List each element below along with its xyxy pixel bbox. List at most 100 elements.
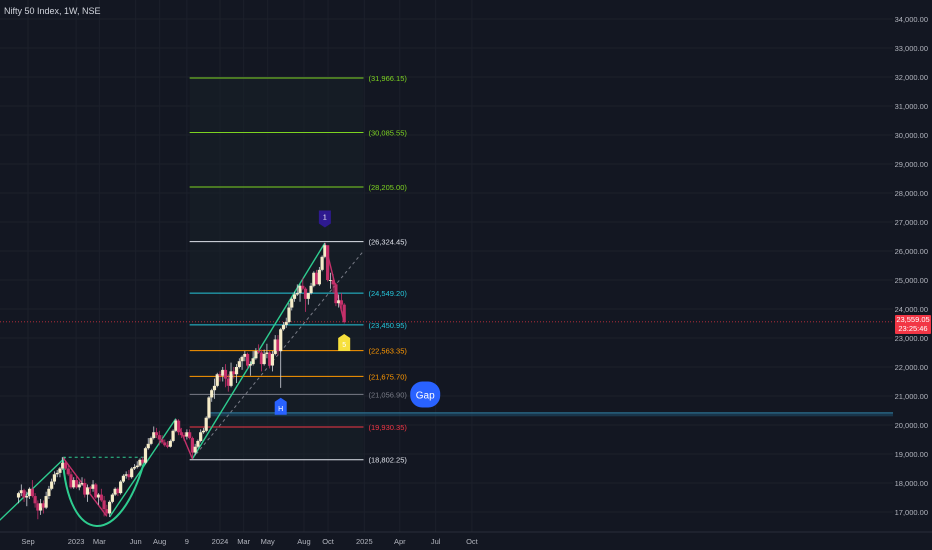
candle-body[interactable] xyxy=(218,374,222,376)
candle-body[interactable] xyxy=(88,487,92,489)
candle-body[interactable] xyxy=(69,474,73,488)
candle-body[interactable] xyxy=(290,298,294,308)
candle-body[interactable] xyxy=(251,358,255,365)
candle-body[interactable] xyxy=(287,307,291,323)
candle-body[interactable] xyxy=(295,293,299,295)
candle-body[interactable] xyxy=(177,420,181,433)
candle-body[interactable] xyxy=(188,432,192,439)
candle-body[interactable] xyxy=(141,459,145,463)
candle-body[interactable] xyxy=(306,293,310,299)
candle-body[interactable] xyxy=(33,496,37,504)
candle-body[interactable] xyxy=(44,496,48,508)
candle-body[interactable] xyxy=(234,367,239,375)
candle-body[interactable] xyxy=(30,488,34,497)
candle-body[interactable] xyxy=(102,500,106,510)
candle-body[interactable] xyxy=(328,280,332,281)
candle-body[interactable] xyxy=(130,468,134,478)
candle-body[interactable] xyxy=(47,488,51,497)
candle-body[interactable] xyxy=(127,474,131,478)
candle-body[interactable] xyxy=(91,484,95,489)
candle-body[interactable] xyxy=(337,300,341,304)
candle-body[interactable] xyxy=(334,284,338,304)
candle-body[interactable] xyxy=(149,438,153,444)
candle-body[interactable] xyxy=(135,465,139,468)
candle-body[interactable] xyxy=(108,501,112,514)
candle-body[interactable] xyxy=(171,430,175,441)
candle-body[interactable] xyxy=(80,483,84,485)
candle-body[interactable] xyxy=(19,490,23,494)
candle-body[interactable] xyxy=(72,480,76,488)
candle-body[interactable] xyxy=(74,480,79,488)
candle-body[interactable] xyxy=(36,503,40,511)
candle-body[interactable] xyxy=(223,369,228,379)
candle-body[interactable] xyxy=(323,245,327,257)
candle-body[interactable] xyxy=(174,420,178,431)
candle-body[interactable] xyxy=(179,432,183,436)
candle-body[interactable] xyxy=(342,304,346,323)
candle-body[interactable] xyxy=(254,351,258,359)
candle-body[interactable] xyxy=(138,459,142,466)
candle-body[interactable] xyxy=(240,356,244,362)
candle-body[interactable] xyxy=(314,272,319,285)
candle-body[interactable] xyxy=(215,374,219,386)
candle-body[interactable] xyxy=(182,435,186,437)
candle-body[interactable] xyxy=(22,490,26,498)
candle-body[interactable] xyxy=(50,481,54,489)
candle-body[interactable] xyxy=(257,351,261,353)
candle-body[interactable] xyxy=(25,496,29,498)
candle-body[interactable] xyxy=(221,369,225,376)
candle-body[interactable] xyxy=(143,448,148,463)
candle-body[interactable] xyxy=(168,440,172,447)
candle-body[interactable] xyxy=(119,481,123,494)
candle-body[interactable] xyxy=(39,503,43,511)
candle-body[interactable] xyxy=(96,494,101,498)
candle-body[interactable] xyxy=(190,438,195,453)
candle-body[interactable] xyxy=(199,432,203,441)
candle-body[interactable] xyxy=(232,371,236,375)
candle-body[interactable] xyxy=(157,435,161,440)
candle-body[interactable] xyxy=(52,474,57,482)
candle-body[interactable] xyxy=(204,417,208,431)
candle-body[interactable] xyxy=(16,493,21,498)
candle-body[interactable] xyxy=(185,432,189,437)
candle-body[interactable] xyxy=(165,445,170,447)
candle-body[interactable] xyxy=(226,378,230,386)
candle-body[interactable] xyxy=(105,509,109,514)
candle-body[interactable] xyxy=(245,353,250,366)
candle-body[interactable] xyxy=(163,442,167,446)
candle-body[interactable] xyxy=(121,475,126,482)
candle-body[interactable] xyxy=(85,487,90,495)
candle-body[interactable] xyxy=(124,474,128,476)
candle-body[interactable] xyxy=(317,269,321,285)
candle-body[interactable] xyxy=(152,432,156,439)
candle-body[interactable] xyxy=(116,488,120,494)
candle-body[interactable] xyxy=(284,322,288,325)
candle-body[interactable] xyxy=(259,352,263,365)
candle-body[interactable] xyxy=(279,329,283,352)
candle-body[interactable] xyxy=(207,397,211,418)
candle-body[interactable] xyxy=(83,483,87,495)
candle-body[interactable] xyxy=(55,472,59,475)
candle-body[interactable] xyxy=(41,503,45,508)
candle-body[interactable] xyxy=(292,294,297,299)
candle-body[interactable] xyxy=(303,288,308,299)
candle-body[interactable] xyxy=(196,440,200,447)
candle-body[interactable] xyxy=(276,339,280,352)
candle-body[interactable] xyxy=(270,353,275,366)
candle-body[interactable] xyxy=(273,339,277,354)
candle-body[interactable] xyxy=(193,446,197,453)
candle-body[interactable] xyxy=(312,272,316,286)
candle-body[interactable] xyxy=(160,439,164,443)
candle-body[interactable] xyxy=(248,364,252,366)
candle-body[interactable] xyxy=(27,488,32,497)
candle-body[interactable] xyxy=(210,390,214,398)
candle-body[interactable] xyxy=(268,352,272,366)
candle-body[interactable] xyxy=(110,494,114,502)
candle-body[interactable] xyxy=(77,484,81,488)
candle-body[interactable] xyxy=(326,245,330,280)
candle-body[interactable] xyxy=(146,443,150,449)
candle-body[interactable] xyxy=(281,324,286,330)
candle-body[interactable] xyxy=(339,300,344,305)
candle-body[interactable] xyxy=(94,484,98,498)
